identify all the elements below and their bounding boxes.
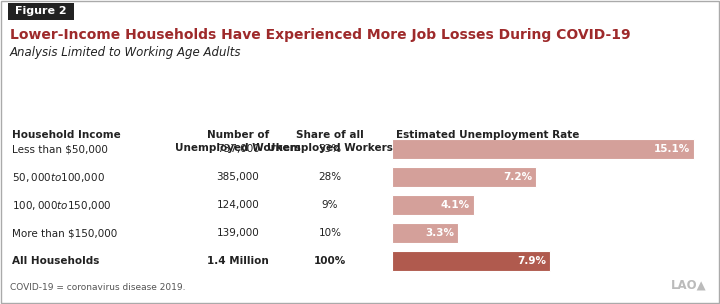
- Text: 4.1%: 4.1%: [441, 200, 470, 210]
- Text: Analysis Limited to Working Age Adults: Analysis Limited to Working Age Adults: [10, 46, 241, 59]
- Text: 28%: 28%: [318, 172, 341, 182]
- Text: $50,000 to $100,000: $50,000 to $100,000: [12, 171, 105, 184]
- Text: Less than $50,000: Less than $50,000: [12, 144, 108, 154]
- Text: 10%: 10%: [318, 228, 341, 238]
- Text: 124,000: 124,000: [217, 200, 259, 210]
- Text: 139,000: 139,000: [217, 228, 259, 238]
- Bar: [392, 251, 550, 271]
- Bar: [392, 167, 536, 187]
- Text: Estimated Unemployment Rate: Estimated Unemployment Rate: [396, 130, 580, 140]
- Text: 15.1%: 15.1%: [654, 144, 690, 154]
- Text: 7.9%: 7.9%: [517, 256, 546, 266]
- Text: 7.2%: 7.2%: [503, 172, 532, 182]
- Text: 9%: 9%: [322, 200, 338, 210]
- Text: Lower-Income Households Have Experienced More Job Losses During COVID-19: Lower-Income Households Have Experienced…: [10, 28, 631, 42]
- Text: 3.3%: 3.3%: [425, 228, 454, 238]
- Text: 1.4 Million: 1.4 Million: [207, 256, 269, 266]
- Text: 100%: 100%: [314, 256, 346, 266]
- Text: LAO▲: LAO▲: [670, 279, 706, 292]
- Text: Figure 2: Figure 2: [15, 6, 67, 16]
- Bar: [8, 3, 74, 20]
- Text: COVID-19 = coronavirus disease 2019.: COVID-19 = coronavirus disease 2019.: [10, 283, 186, 292]
- Bar: [392, 195, 474, 215]
- Text: More than $150,000: More than $150,000: [12, 228, 117, 238]
- Text: Share of all
Unemployed Workers: Share of all Unemployed Workers: [267, 130, 393, 153]
- Text: $100,000 to $150,000: $100,000 to $150,000: [12, 199, 112, 212]
- Text: Household Income: Household Income: [12, 130, 121, 140]
- Text: All Households: All Households: [12, 256, 99, 266]
- Text: 53%: 53%: [318, 144, 341, 154]
- Bar: [392, 139, 694, 159]
- Text: Number of
Unemployed Workers: Number of Unemployed Workers: [175, 130, 301, 153]
- Bar: [392, 223, 458, 243]
- Text: 737,000: 737,000: [217, 144, 259, 154]
- Text: 385,000: 385,000: [217, 172, 259, 182]
